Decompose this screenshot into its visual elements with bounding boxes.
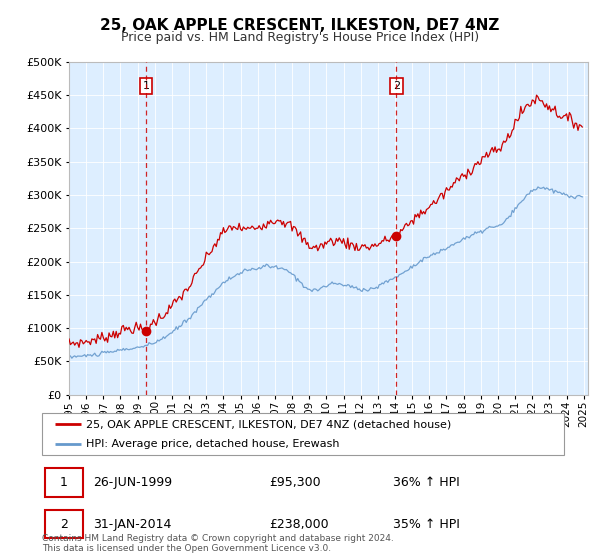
Text: 26-JUN-1999: 26-JUN-1999 — [94, 476, 172, 489]
Text: 31-JAN-2014: 31-JAN-2014 — [94, 517, 172, 531]
Text: HPI: Average price, detached house, Erewash: HPI: Average price, detached house, Erew… — [86, 439, 340, 449]
Text: 2: 2 — [59, 517, 68, 531]
Text: £95,300: £95,300 — [269, 476, 320, 489]
Text: Contains HM Land Registry data © Crown copyright and database right 2024.
This d: Contains HM Land Registry data © Crown c… — [42, 534, 394, 553]
Text: Price paid vs. HM Land Registry's House Price Index (HPI): Price paid vs. HM Land Registry's House … — [121, 31, 479, 44]
Text: 36% ↑ HPI: 36% ↑ HPI — [393, 476, 460, 489]
Text: £238,000: £238,000 — [269, 517, 328, 531]
Text: 2: 2 — [393, 81, 400, 91]
FancyBboxPatch shape — [45, 510, 83, 539]
FancyBboxPatch shape — [45, 468, 83, 497]
Text: 25, OAK APPLE CRESCENT, ILKESTON, DE7 4NZ (detached house): 25, OAK APPLE CRESCENT, ILKESTON, DE7 4N… — [86, 419, 452, 429]
Text: 25, OAK APPLE CRESCENT, ILKESTON, DE7 4NZ: 25, OAK APPLE CRESCENT, ILKESTON, DE7 4N… — [100, 18, 500, 33]
Text: 1: 1 — [59, 476, 68, 489]
Text: 1: 1 — [143, 81, 149, 91]
Text: 35% ↑ HPI: 35% ↑ HPI — [393, 517, 460, 531]
